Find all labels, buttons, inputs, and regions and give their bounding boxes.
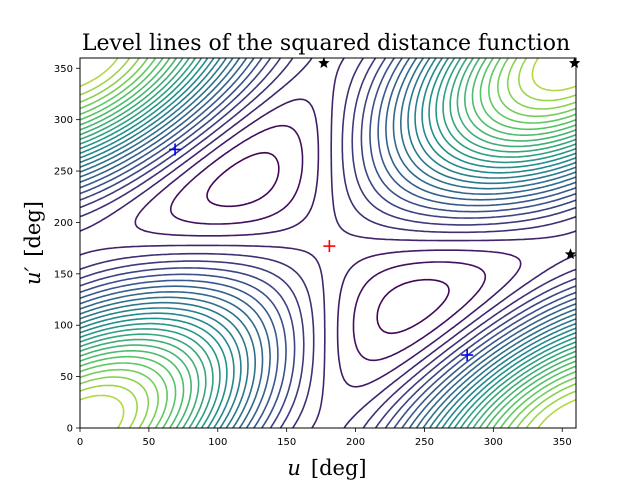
x-tick-label: 100 [208, 437, 227, 448]
contour-level-6 [80, 58, 576, 428]
y-tick-label: 200 [54, 218, 73, 229]
marker-plus-0 [323, 240, 336, 253]
y-axis-label-var: u′ [21, 266, 45, 285]
marker-star-5 [564, 248, 577, 260]
y-tick-label: 100 [54, 321, 73, 332]
contour-level-14 [80, 58, 576, 428]
x-tick-label: 300 [484, 437, 503, 448]
x-axis-label-unit: [deg] [311, 456, 367, 480]
contour-lines [80, 58, 576, 428]
x-axis-label: u [deg] [287, 456, 366, 480]
contour-level-5 [80, 58, 576, 428]
contour-level-11 [80, 58, 576, 428]
y-tick-label: 250 [54, 167, 73, 178]
markers [169, 57, 581, 362]
marker-star-4 [568, 57, 581, 68]
contour-level-25 [80, 58, 576, 428]
x-tick-label: 350 [553, 437, 572, 448]
y-axis-ticks: 0 50 100 150 200 250 300 350 [54, 64, 80, 435]
contour-level-9 [80, 58, 576, 428]
marker-plus-1 [169, 143, 182, 156]
y-tick-label: 50 [60, 372, 73, 383]
contour-level-3 [80, 58, 576, 428]
contour-level-16 [80, 58, 576, 428]
contour-level-15 [80, 58, 576, 428]
y-tick-label: 150 [54, 269, 73, 280]
x-tick-label: 0 [77, 437, 83, 448]
y-tick-label: 350 [54, 64, 73, 75]
contour-level-4 [80, 58, 576, 428]
y-tick-label: 300 [54, 115, 73, 126]
contour-level-21 [80, 58, 576, 428]
contour-level-8 [80, 58, 576, 428]
y-axis-label-unit: [deg] [21, 201, 45, 257]
contour-level-19 [80, 58, 576, 428]
contour-level-2 [134, 98, 522, 388]
x-axis-label-var: u [287, 456, 301, 480]
contour-level-0 [206, 151, 450, 335]
marker-plus-2 [461, 349, 474, 362]
contour-level-12 [80, 58, 576, 428]
contour-level-1 [169, 124, 487, 362]
contour-level-23 [80, 58, 576, 428]
x-tick-label: 50 [143, 437, 156, 448]
marker-star-3 [318, 57, 330, 68]
contour-level-22 [80, 58, 576, 428]
y-tick-label: 0 [67, 424, 73, 435]
x-axis-ticks: 0 50 100 150 200 250 300 350 [77, 428, 572, 448]
contour-level-24 [80, 58, 576, 428]
contour-level-18 [80, 58, 576, 428]
x-tick-label: 250 [415, 437, 434, 448]
chart-title: Level lines of the squared distance func… [82, 31, 570, 56]
x-tick-label: 150 [277, 437, 296, 448]
y-axis-label: u′ [deg] [21, 201, 45, 285]
contour-level-27 [80, 58, 576, 428]
plot-frame [79, 57, 577, 429]
x-tick-label: 200 [346, 437, 365, 448]
